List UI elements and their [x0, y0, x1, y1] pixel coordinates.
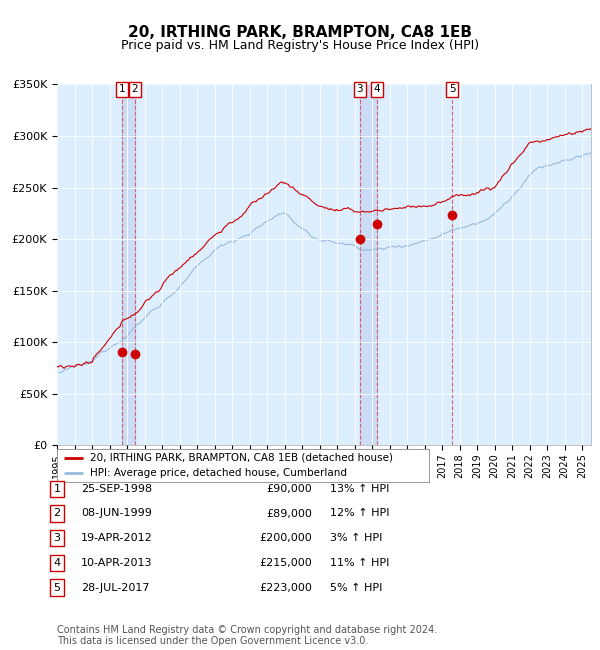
Text: £200,000: £200,000: [259, 533, 312, 543]
Text: Contains HM Land Registry data © Crown copyright and database right 2024.: Contains HM Land Registry data © Crown c…: [57, 625, 437, 635]
Text: 5: 5: [53, 582, 61, 593]
Text: 4: 4: [53, 558, 61, 568]
Text: 5: 5: [449, 84, 455, 94]
Text: 28-JUL-2017: 28-JUL-2017: [81, 582, 149, 593]
Text: 20, IRTHING PARK, BRAMPTON, CA8 1EB: 20, IRTHING PARK, BRAMPTON, CA8 1EB: [128, 25, 472, 40]
Text: 25-SEP-1998: 25-SEP-1998: [81, 484, 152, 494]
Text: £223,000: £223,000: [259, 582, 312, 593]
Text: 5% ↑ HPI: 5% ↑ HPI: [330, 582, 382, 593]
Text: 12% ↑ HPI: 12% ↑ HPI: [330, 508, 389, 519]
Text: £89,000: £89,000: [266, 508, 312, 519]
Text: 13% ↑ HPI: 13% ↑ HPI: [330, 484, 389, 494]
Text: 19-APR-2012: 19-APR-2012: [81, 533, 153, 543]
Text: 10-APR-2013: 10-APR-2013: [81, 558, 152, 568]
Text: 3: 3: [356, 84, 363, 94]
Bar: [360, 84, 377, 445]
Text: 1: 1: [119, 84, 125, 94]
Text: 2: 2: [53, 508, 61, 519]
Text: 1: 1: [53, 484, 61, 494]
Text: 3: 3: [53, 533, 61, 543]
Text: 2: 2: [131, 84, 138, 94]
Text: 3% ↑ HPI: 3% ↑ HPI: [330, 533, 382, 543]
Text: 11% ↑ HPI: 11% ↑ HPI: [330, 558, 389, 568]
Text: 4: 4: [374, 84, 380, 94]
Text: 20, IRTHING PARK, BRAMPTON, CA8 1EB (detached house): 20, IRTHING PARK, BRAMPTON, CA8 1EB (det…: [91, 452, 394, 463]
Text: This data is licensed under the Open Government Licence v3.0.: This data is licensed under the Open Gov…: [57, 636, 368, 645]
Text: £90,000: £90,000: [266, 484, 312, 494]
Text: £215,000: £215,000: [259, 558, 312, 568]
Text: Price paid vs. HM Land Registry's House Price Index (HPI): Price paid vs. HM Land Registry's House …: [121, 39, 479, 52]
Bar: [122, 84, 135, 445]
Text: 08-JUN-1999: 08-JUN-1999: [81, 508, 152, 519]
Text: HPI: Average price, detached house, Cumberland: HPI: Average price, detached house, Cumb…: [91, 468, 347, 478]
